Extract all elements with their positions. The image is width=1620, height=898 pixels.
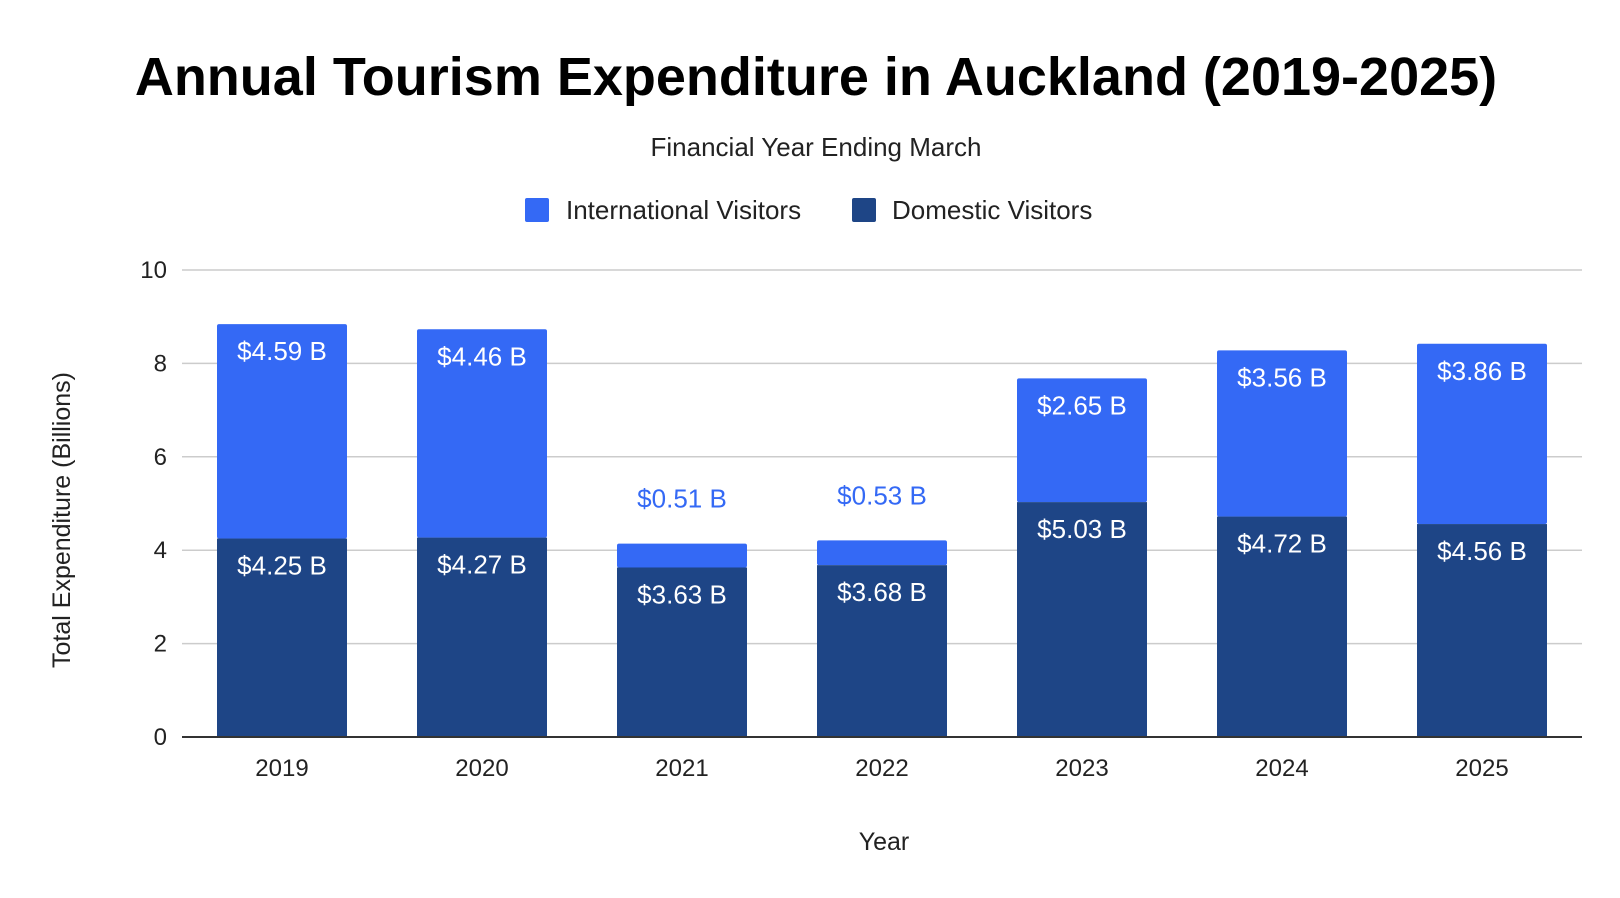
y-tick-label: 6 (154, 444, 167, 471)
y-tick-label: 10 (140, 257, 167, 284)
x-tick-label: 2024 (1255, 755, 1308, 782)
y-tick-label: 4 (154, 537, 167, 564)
x-tick-label: 2021 (655, 755, 708, 782)
legend-label-domestic: Domestic Visitors (892, 195, 1092, 225)
data-label-international-2024: $3.56 B (1237, 362, 1327, 392)
data-label-domestic-2024: $4.72 B (1237, 529, 1327, 559)
bar-international-2020 (417, 329, 547, 538)
bar-domestic-2023 (1017, 502, 1147, 737)
legend-swatch-domestic (852, 198, 876, 222)
data-label-domestic-2020: $4.27 B (437, 550, 527, 580)
bar-domestic-2025 (1417, 524, 1547, 737)
x-tick-label: 2020 (455, 755, 508, 782)
chart-title: Annual Tourism Expenditure in Auckland (… (135, 47, 1497, 107)
legend-label-international: International Visitors (566, 195, 801, 225)
bar-domestic-2024 (1217, 516, 1347, 737)
y-tick-label: 2 (154, 631, 167, 658)
chart-subtitle: Financial Year Ending March (651, 132, 982, 162)
y-tick-label: 8 (154, 350, 167, 377)
bar-international-2019 (217, 324, 347, 539)
bar-international-2022 (817, 540, 947, 566)
y-axis-ticks: 0 2 4 6 8 10 (140, 257, 167, 751)
legend: International Visitors Domestic Visitors (525, 195, 1092, 225)
bar-international-2021 (617, 543, 747, 568)
data-label-domestic-2022: $3.68 B (837, 577, 927, 607)
x-axis-label: Year (859, 828, 910, 856)
bars (217, 324, 1547, 737)
data-label-international-2023: $2.65 B (1037, 390, 1127, 420)
data-label-international-2019: $4.59 B (237, 336, 327, 366)
bar-international-2025 (1417, 343, 1547, 525)
y-axis-label: Total Expenditure (Billions) (48, 372, 76, 668)
data-label-domestic-2023: $5.03 B (1037, 514, 1127, 544)
legend-swatch-international (525, 198, 549, 222)
bar-domestic-2020 (417, 537, 547, 737)
gridlines (182, 269, 1582, 645)
data-label-international-2025: $3.86 B (1437, 356, 1527, 386)
x-tick-label: 2022 (855, 755, 908, 782)
bar-domestic-2022 (817, 565, 947, 737)
bar-domestic-2021 (617, 567, 747, 737)
data-label-international-2020: $4.46 B (437, 341, 527, 371)
data-label-international-2022: $0.53 B (837, 480, 927, 510)
data-labels: $4.25 B $4.59 B $4.27 B $4.46 B $3.63 B $0.51… (237, 336, 1527, 609)
y-tick-label: 0 (154, 724, 167, 751)
bar-domestic-2019 (217, 538, 347, 737)
x-axis-ticks: 2019 2020 2021 2022 2023 2024 2025 (255, 755, 1508, 782)
data-label-international-2021: $0.51 B (637, 484, 727, 514)
data-label-domestic-2025: $4.56 B (1437, 536, 1527, 566)
x-tick-label: 2023 (1055, 755, 1108, 782)
data-label-domestic-2021: $3.63 B (637, 579, 727, 609)
x-tick-label: 2019 (255, 755, 308, 782)
x-tick-label: 2025 (1455, 755, 1508, 782)
bar-international-2023 (1017, 378, 1147, 503)
bar-international-2024 (1217, 350, 1347, 517)
data-label-domestic-2019: $4.25 B (237, 551, 327, 581)
